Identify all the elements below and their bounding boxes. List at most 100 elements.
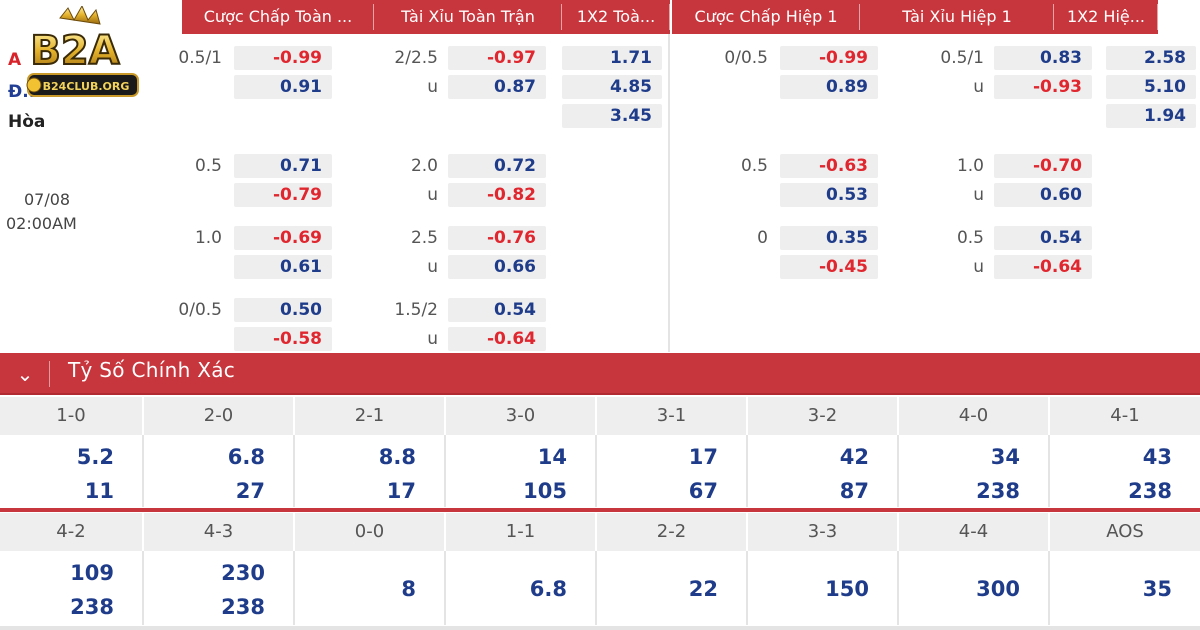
- ft-ou-under-odds[interactable]: -0.64: [448, 327, 546, 351]
- h1-handicap-away-odds[interactable]: -0.45: [780, 255, 878, 279]
- score-odds-cell[interactable]: 230 238: [144, 551, 295, 625]
- ft-ou-under-odds[interactable]: 0.87: [448, 75, 546, 99]
- score-odds-cell[interactable]: 14 105: [446, 435, 597, 507]
- score-odds-cell[interactable]: 42 87: [748, 435, 899, 507]
- ft-handicap-away-odds[interactable]: 0.91: [234, 75, 332, 99]
- score-label: 1-1: [446, 513, 597, 551]
- logo-subtext: B24CLUB.ORG: [43, 80, 130, 93]
- score-away-odds[interactable]: 27: [235, 479, 265, 503]
- score-label: 2-2: [597, 513, 748, 551]
- ft-ou-under-label: u: [427, 185, 438, 205]
- ft-1x2-home-odds[interactable]: 1.71: [562, 46, 662, 70]
- team-home-name[interactable]: A: [8, 50, 22, 70]
- ft-handicap-away-odds[interactable]: -0.79: [234, 183, 332, 207]
- h1-ou-under-odds[interactable]: -0.93: [994, 75, 1092, 99]
- score-odds-cell[interactable]: 109 238: [0, 551, 144, 625]
- score-odds-cell[interactable]: 17 67: [597, 435, 748, 507]
- h1-ou-over-odds[interactable]: -0.70: [994, 154, 1092, 178]
- score-odds-cell[interactable]: 8.8 17: [295, 435, 446, 507]
- tab-1x2-first-half[interactable]: 1X2 Hiệ...: [1054, 0, 1158, 34]
- ft-ou-over-odds[interactable]: -0.97: [448, 46, 546, 70]
- ft-ou-under-odds[interactable]: -0.82: [448, 183, 546, 207]
- score-odds-cell[interactable]: 34 238: [899, 435, 1050, 507]
- tab-1x2-fulltime[interactable]: 1X2 Toà...: [562, 0, 670, 34]
- tab-handicap-first-half[interactable]: Cược Chấp Hiệp 1: [672, 0, 860, 34]
- h1-handicap-home-odds[interactable]: -0.63: [780, 154, 878, 178]
- score-odds-cell[interactable]: 43 238: [1050, 435, 1200, 507]
- tab-handicap-fulltime[interactable]: Cược Chấp Toàn ...: [182, 0, 374, 34]
- match-date: 07/08: [24, 190, 71, 209]
- score-odds-cell[interactable]: 6.8: [446, 551, 597, 625]
- ft-handicap-home-odds[interactable]: 0.50: [234, 298, 332, 322]
- score-odds-cell[interactable]: 150: [748, 551, 899, 625]
- ft-handicap-away-odds[interactable]: -0.58: [234, 327, 332, 351]
- ft-handicap-home-odds[interactable]: 0.71: [234, 154, 332, 178]
- score-odds-cell[interactable]: 8: [295, 551, 446, 625]
- ft-handicap-home-odds[interactable]: -0.69: [234, 226, 332, 250]
- score-home-odds[interactable]: 5.2: [76, 445, 114, 469]
- score-odds[interactable]: 300: [976, 577, 1020, 601]
- ft-ou-line: 2/2.5: [394, 48, 438, 68]
- score-home-odds[interactable]: 109: [70, 561, 114, 585]
- score-odds-cell[interactable]: 6.8 27: [144, 435, 295, 507]
- ft-handicap-line: 0/0.5: [178, 300, 222, 320]
- h1-1x2-draw-odds[interactable]: 1.94: [1106, 104, 1196, 128]
- h1-handicap-away-odds[interactable]: 0.89: [780, 75, 878, 99]
- score-label: 3-2: [748, 397, 899, 435]
- score-home-odds[interactable]: 42: [839, 445, 869, 469]
- h1-handicap-home-odds[interactable]: 0.35: [780, 226, 878, 250]
- h1-handicap-home-odds[interactable]: -0.99: [780, 46, 878, 70]
- score-away-odds[interactable]: 238: [70, 595, 114, 619]
- h1-ou-line: 0.5/1: [940, 48, 984, 68]
- score-home-odds[interactable]: 8.8: [378, 445, 416, 469]
- correct-score-title: Tỷ Số Chính Xác: [68, 358, 236, 382]
- h1-ou-under-odds[interactable]: 0.60: [994, 183, 1092, 207]
- score-away-odds[interactable]: 17: [386, 479, 416, 503]
- tab-over-under-first-half[interactable]: Tài Xỉu Hiệp 1: [860, 0, 1054, 34]
- h1-ou-over-odds[interactable]: 0.83: [994, 46, 1092, 70]
- score-odds-cell[interactable]: 35: [1050, 551, 1200, 625]
- h1-1x2-away-odds[interactable]: 5.10: [1106, 75, 1196, 99]
- odds-header-bar: Cược Chấp Toàn ... Tài Xỉu Toàn Trận 1X2…: [0, 0, 1200, 34]
- score-home-odds[interactable]: 43: [1142, 445, 1172, 469]
- ft-ou-under-odds[interactable]: 0.66: [448, 255, 546, 279]
- score-odds[interactable]: 6.8: [529, 577, 567, 601]
- ft-1x2-draw-odds[interactable]: 3.45: [562, 104, 662, 128]
- h1-ou-under-odds[interactable]: -0.64: [994, 255, 1092, 279]
- ft-handicap-home-odds[interactable]: -0.99: [234, 46, 332, 70]
- score-odds[interactable]: 150: [825, 577, 869, 601]
- ft-1x2-away-odds[interactable]: 4.85: [562, 75, 662, 99]
- column-divider: [668, 34, 670, 352]
- score-odds-cell[interactable]: 5.2 11: [0, 435, 144, 507]
- collapse-toggle[interactable]: ⌄: [0, 353, 50, 395]
- correct-score-header: ⌄ Tỷ Số Chính Xác: [0, 353, 1200, 395]
- score-away-odds[interactable]: 105: [523, 479, 567, 503]
- score-home-odds[interactable]: 17: [688, 445, 718, 469]
- score-odds-cell[interactable]: 22: [597, 551, 748, 625]
- h1-handicap-away-odds[interactable]: 0.53: [780, 183, 878, 207]
- score-away-odds[interactable]: 11: [84, 479, 114, 503]
- ft-ou-over-odds[interactable]: 0.72: [448, 154, 546, 178]
- score-away-odds[interactable]: 238: [976, 479, 1020, 503]
- ft-ou-over-odds[interactable]: -0.76: [448, 226, 546, 250]
- h1-ou-over-odds[interactable]: 0.54: [994, 226, 1092, 250]
- score-away-odds[interactable]: 87: [839, 479, 869, 503]
- score-away-odds[interactable]: 238: [221, 595, 265, 619]
- score-odds[interactable]: 22: [688, 577, 718, 601]
- score-odds-cell[interactable]: 300: [899, 551, 1050, 625]
- ft-handicap-away-odds[interactable]: 0.61: [234, 255, 332, 279]
- score-away-odds[interactable]: 67: [688, 479, 718, 503]
- ft-ou-line: 1.5/2: [394, 300, 438, 320]
- score-home-odds[interactable]: 6.8: [227, 445, 265, 469]
- score-home-odds[interactable]: 34: [990, 445, 1020, 469]
- score-label: 4-4: [899, 513, 1050, 551]
- score-away-odds[interactable]: 238: [1128, 479, 1172, 503]
- score-label: AOS: [1050, 513, 1200, 551]
- score-home-odds[interactable]: 14: [537, 445, 567, 469]
- score-odds[interactable]: 8: [401, 577, 416, 601]
- score-home-odds[interactable]: 230: [221, 561, 265, 585]
- score-odds[interactable]: 35: [1142, 577, 1172, 601]
- tab-over-under-fulltime[interactable]: Tài Xỉu Toàn Trận: [374, 0, 562, 34]
- h1-1x2-home-odds[interactable]: 2.58: [1106, 46, 1196, 70]
- ft-ou-over-odds[interactable]: 0.54: [448, 298, 546, 322]
